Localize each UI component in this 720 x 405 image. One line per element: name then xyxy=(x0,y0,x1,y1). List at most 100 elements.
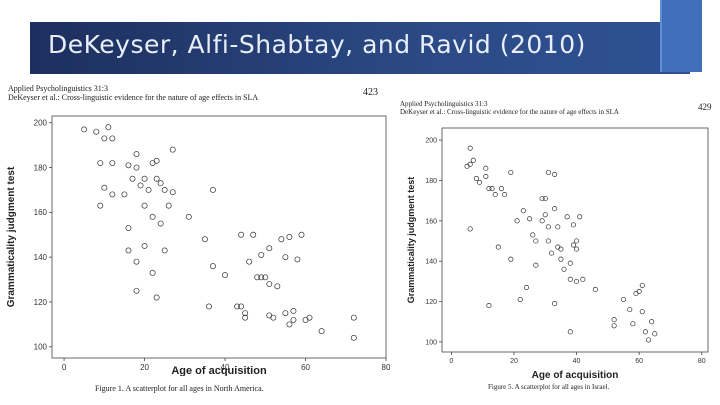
y-tick-label: 160 xyxy=(425,218,437,225)
data-point xyxy=(282,310,289,317)
y-tick-label: 180 xyxy=(425,178,437,185)
data-point xyxy=(561,266,567,272)
data-point xyxy=(157,220,164,227)
data-point xyxy=(542,196,548,202)
data-point xyxy=(577,214,583,220)
data-point xyxy=(97,160,104,167)
data-point xyxy=(508,169,514,175)
data-point xyxy=(645,337,652,343)
y-tick-label: 140 xyxy=(425,259,437,266)
y-tick-label: 200 xyxy=(34,119,48,128)
figure-1: Applied Psycholinguistics 31:3 DeKeyser … xyxy=(0,80,395,405)
data-point xyxy=(508,256,514,262)
journal-name: Applied Psycholinguistics 31:3 xyxy=(8,84,108,93)
data-point xyxy=(611,323,617,329)
data-point xyxy=(306,314,313,321)
data-point xyxy=(517,296,523,303)
data-point xyxy=(105,124,112,131)
data-point xyxy=(133,151,140,158)
data-point xyxy=(467,226,473,232)
data-point xyxy=(238,231,245,238)
data-point xyxy=(514,218,520,224)
data-point xyxy=(282,254,289,261)
x-tick-label: 40 xyxy=(221,363,230,372)
data-point xyxy=(270,314,277,321)
data-point xyxy=(548,250,555,256)
data-point xyxy=(580,276,586,282)
data-point xyxy=(242,310,249,317)
figure-caption: Figure 5. A scatterplot for all ages in … xyxy=(488,383,610,391)
data-point xyxy=(533,262,539,268)
data-point xyxy=(246,258,253,265)
data-point xyxy=(137,182,144,189)
data-point xyxy=(530,232,536,238)
data-point xyxy=(109,135,116,142)
data-point xyxy=(545,238,551,244)
data-point xyxy=(636,288,642,295)
x-tick-label: 60 xyxy=(301,363,310,372)
data-point xyxy=(489,185,495,192)
data-point xyxy=(157,180,164,187)
data-point xyxy=(109,160,116,167)
data-point xyxy=(477,179,483,186)
y-tick-label: 100 xyxy=(425,339,437,346)
plot-frame xyxy=(441,127,709,353)
x-axis-label: Age of acquisition xyxy=(532,370,619,380)
data-point xyxy=(274,283,281,290)
data-point xyxy=(234,303,241,310)
y-tick-label: 120 xyxy=(34,298,48,307)
data-point xyxy=(552,171,558,177)
data-point xyxy=(286,234,293,240)
x-tick-label: 40 xyxy=(573,358,581,365)
data-point xyxy=(153,157,160,164)
data-point xyxy=(161,186,168,193)
data-point xyxy=(545,224,551,230)
y-tick-label: 160 xyxy=(34,208,48,217)
page-number: 423 xyxy=(363,87,378,98)
data-point xyxy=(567,276,573,282)
data-point xyxy=(498,185,505,192)
x-tick-label: 20 xyxy=(140,363,149,372)
data-point xyxy=(350,314,357,321)
data-point xyxy=(492,192,498,198)
data-point xyxy=(620,296,627,303)
data-point xyxy=(567,329,573,335)
y-axis-label: Grammaticality judgment test xyxy=(6,166,17,307)
y-tick-label: 120 xyxy=(425,299,437,306)
data-point xyxy=(298,231,305,238)
y-tick-label: 100 xyxy=(34,343,48,352)
data-point xyxy=(169,146,176,153)
data-point xyxy=(238,303,245,310)
data-point xyxy=(262,274,269,281)
data-point xyxy=(611,317,617,323)
data-point xyxy=(141,243,148,249)
data-point xyxy=(254,274,261,281)
scatterplot-2: 0 20 40 60 80 100 120 140 160 180 200 Age of acquis… xyxy=(400,118,714,381)
data-point xyxy=(141,175,148,182)
y-tick-label: 140 xyxy=(34,253,48,262)
data-point xyxy=(502,192,508,198)
data-point xyxy=(558,246,564,252)
running-head: DeKeyser et al.: Cross-linguistic eviden… xyxy=(8,93,259,102)
data-point xyxy=(630,321,636,327)
data-point xyxy=(286,321,293,328)
data-point xyxy=(520,208,526,214)
data-point xyxy=(570,222,576,228)
figure-caption: Figure 1. A scatterplot for all ages in … xyxy=(95,384,264,393)
data-point xyxy=(652,331,658,337)
data-point xyxy=(169,189,176,196)
data-point xyxy=(523,284,530,290)
data-point xyxy=(278,236,285,243)
y-axis-label: Grammaticality judgment test xyxy=(406,177,416,304)
data-point xyxy=(201,236,208,243)
data-point xyxy=(642,329,648,335)
data-point xyxy=(145,186,152,193)
data-point xyxy=(570,242,576,248)
data-point xyxy=(101,135,108,142)
data-point xyxy=(574,278,580,284)
data-point xyxy=(567,260,573,266)
data-point xyxy=(467,161,473,167)
data-point xyxy=(470,157,476,163)
data-point xyxy=(165,202,172,209)
data-point xyxy=(242,314,249,321)
